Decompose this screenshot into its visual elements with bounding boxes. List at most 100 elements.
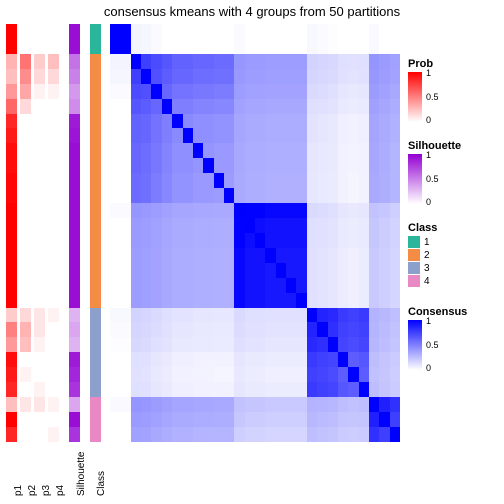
anno-cell — [48, 24, 59, 39]
heatmap-cell — [390, 233, 400, 248]
heatmap-cell — [151, 188, 161, 203]
heatmap-cell — [255, 382, 265, 397]
heatmap-cell — [359, 263, 369, 278]
heatmap-cell — [224, 248, 234, 263]
heatmap-cell — [265, 427, 275, 442]
heatmap-cell — [296, 84, 306, 99]
anno-cell — [34, 24, 45, 39]
heatmap-cell — [141, 412, 151, 427]
heatmap-cell — [338, 352, 348, 367]
heatmap-row — [110, 54, 400, 69]
heatmap-cell — [162, 293, 172, 308]
heatmap-cell — [193, 337, 203, 352]
heatmap-cell — [286, 203, 296, 218]
heatmap-cell — [245, 412, 255, 427]
heatmap-cell — [328, 24, 338, 39]
consensus-heatmap — [110, 24, 400, 442]
heatmap-cell — [214, 278, 224, 293]
heatmap-cell — [162, 203, 172, 218]
heatmap-cell — [328, 188, 338, 203]
anno-gap — [62, 24, 66, 442]
heatmap-row — [110, 352, 400, 367]
heatmap-cell — [203, 128, 213, 143]
anno-cell — [90, 99, 101, 114]
anno-cell — [90, 54, 101, 69]
anno-cell — [20, 54, 31, 69]
anno-cell — [20, 427, 31, 442]
heatmap-cell — [369, 114, 379, 129]
heatmap-cell — [328, 39, 338, 54]
heatmap-cell — [379, 412, 389, 427]
heatmap-cell — [162, 248, 172, 263]
heatmap-cell — [296, 263, 306, 278]
anno-cell — [69, 263, 80, 278]
heatmap-cell — [338, 367, 348, 382]
heatmap-cell — [183, 337, 193, 352]
heatmap-cell — [141, 128, 151, 143]
heatmap-cell — [317, 218, 327, 233]
heatmap-cell — [183, 188, 193, 203]
heatmap-cell — [286, 367, 296, 382]
legend-class-item: 1 — [408, 236, 498, 248]
heatmap-cell — [151, 278, 161, 293]
anno-cell — [90, 263, 101, 278]
anno-cell — [6, 114, 17, 129]
legend-gradient — [408, 320, 422, 370]
heatmap-cell — [141, 308, 151, 323]
heatmap-cell — [369, 69, 379, 84]
heatmap-row — [110, 382, 400, 397]
heatmap-cell — [110, 69, 120, 84]
heatmap-cell — [120, 412, 130, 427]
legend-label: 1 — [424, 237, 430, 248]
anno-cell — [69, 114, 80, 129]
heatmap-cell — [286, 218, 296, 233]
heatmap-row — [110, 322, 400, 337]
heatmap-cell — [369, 39, 379, 54]
heatmap-cell — [131, 278, 141, 293]
anno-cell — [90, 188, 101, 203]
heatmap-cell — [276, 352, 286, 367]
heatmap-cell — [276, 278, 286, 293]
heatmap-cell — [214, 128, 224, 143]
heatmap-cell — [276, 293, 286, 308]
heatmap-cell — [193, 427, 203, 442]
heatmap-cell — [245, 248, 255, 263]
anno-cell — [69, 39, 80, 54]
heatmap-cell — [151, 412, 161, 427]
heatmap-cell — [120, 69, 130, 84]
anno-cell — [34, 233, 45, 248]
heatmap-cell — [234, 203, 244, 218]
heatmap-cell — [328, 218, 338, 233]
heatmap-row — [110, 114, 400, 129]
heatmap-cell — [348, 39, 358, 54]
heatmap-cell — [359, 69, 369, 84]
anno-cell — [48, 367, 59, 382]
anno-cell — [34, 427, 45, 442]
heatmap-cell — [265, 308, 275, 323]
heatmap-cell — [369, 427, 379, 442]
heatmap-cell — [203, 263, 213, 278]
anno-cell — [90, 337, 101, 352]
anno-cell — [69, 54, 80, 69]
heatmap-cell — [193, 128, 203, 143]
heatmap-cell — [296, 322, 306, 337]
anno-cell — [20, 158, 31, 173]
heatmap-cell — [328, 397, 338, 412]
heatmap-cell — [286, 158, 296, 173]
heatmap-cell — [296, 278, 306, 293]
heatmap-cell — [203, 158, 213, 173]
anno-cell — [69, 188, 80, 203]
heatmap-cell — [307, 322, 317, 337]
heatmap-cell — [286, 397, 296, 412]
heatmap-cell — [255, 367, 265, 382]
heatmap-cell — [110, 203, 120, 218]
anno-cell — [48, 218, 59, 233]
heatmap-cell — [307, 427, 317, 442]
anno-cell — [90, 114, 101, 129]
heatmap-cell — [307, 203, 317, 218]
heatmap-cell — [255, 84, 265, 99]
heatmap-cell — [193, 143, 203, 158]
heatmap-cell — [120, 39, 130, 54]
heatmap-cell — [359, 382, 369, 397]
heatmap-cell — [120, 54, 130, 69]
